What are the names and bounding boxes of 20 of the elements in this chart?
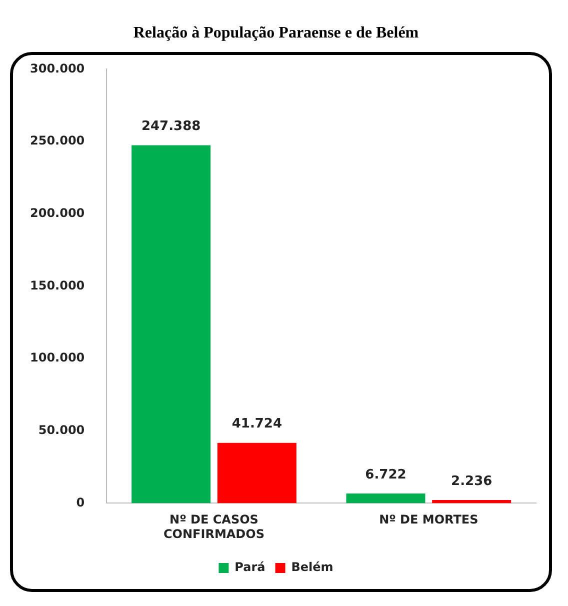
bar bbox=[432, 500, 512, 504]
y-tick-label: 300.000 bbox=[30, 61, 85, 76]
y-tick-label: 200.000 bbox=[30, 206, 85, 220]
y-tick-label: 100.000 bbox=[30, 350, 85, 365]
data-label: 41.724 bbox=[232, 416, 282, 432]
x-tick-label: Nº DE MORTES bbox=[379, 512, 478, 527]
y-tick-label: 250.000 bbox=[30, 134, 85, 148]
y-tick-label: 50.000 bbox=[38, 422, 85, 437]
bar bbox=[346, 493, 426, 504]
y-tick-label: 0 bbox=[76, 495, 85, 510]
data-label: 6.722 bbox=[365, 467, 406, 482]
chart-title: Relação à População Paraense e de Belém bbox=[133, 24, 420, 42]
bar bbox=[132, 145, 211, 504]
y-tick-label: 150.000 bbox=[30, 278, 85, 292]
data-label: 2.236 bbox=[451, 474, 492, 489]
x-tick-label: Nº DE CASOS CONFIRMADOS bbox=[163, 512, 264, 541]
legend-label: Pará bbox=[234, 560, 266, 574]
bar bbox=[217, 442, 296, 504]
data-label: 247.388 bbox=[141, 119, 201, 134]
legend-label: Belém bbox=[291, 560, 334, 574]
